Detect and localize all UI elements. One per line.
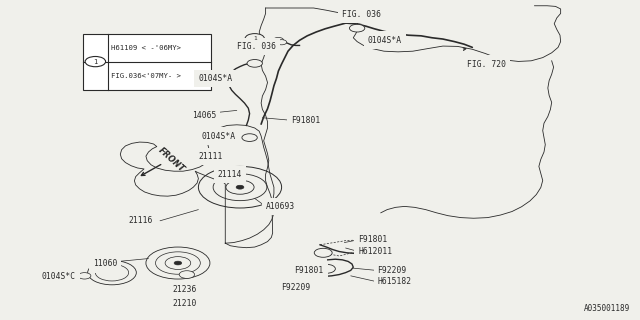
Text: FIG. 036: FIG. 036 — [237, 42, 276, 51]
Circle shape — [247, 60, 262, 67]
Circle shape — [95, 264, 129, 281]
Text: 1: 1 — [93, 59, 97, 65]
Text: 0104S*A: 0104S*A — [202, 132, 236, 140]
Circle shape — [276, 40, 287, 45]
Text: F91801: F91801 — [358, 236, 388, 244]
Circle shape — [242, 134, 257, 141]
Text: F91801: F91801 — [294, 266, 324, 275]
Text: H615182: H615182 — [378, 277, 412, 286]
Circle shape — [236, 185, 244, 189]
Text: 21114: 21114 — [218, 170, 242, 179]
Text: 0104S*A: 0104S*A — [198, 74, 232, 83]
Text: 11060: 11060 — [93, 260, 117, 268]
Text: F92209: F92209 — [282, 284, 311, 292]
Circle shape — [179, 271, 195, 278]
Text: 21210: 21210 — [173, 300, 197, 308]
Text: A10693: A10693 — [266, 202, 295, 211]
Circle shape — [317, 264, 335, 273]
Text: FIG.036<'07MY- >: FIG.036<'07MY- > — [111, 73, 180, 79]
Bar — [83, 34, 211, 90]
Text: FRONT: FRONT — [157, 146, 186, 174]
Text: F92209: F92209 — [378, 266, 407, 275]
Text: H612011: H612011 — [358, 247, 392, 256]
Text: H61109 < -'06MY>: H61109 < -'06MY> — [111, 44, 180, 51]
Circle shape — [223, 131, 238, 138]
Text: FIG. 720: FIG. 720 — [467, 60, 506, 68]
Text: 14065: 14065 — [192, 111, 216, 120]
Circle shape — [245, 34, 264, 43]
Circle shape — [267, 39, 277, 44]
Text: 21236: 21236 — [173, 285, 197, 294]
Circle shape — [314, 248, 332, 257]
Circle shape — [78, 273, 91, 279]
Circle shape — [351, 15, 366, 23]
Text: 0104S*A: 0104S*A — [368, 36, 402, 44]
Text: 0104S*C: 0104S*C — [42, 272, 76, 281]
Text: FIG. 036: FIG. 036 — [342, 10, 381, 19]
Circle shape — [349, 24, 365, 32]
Text: 1: 1 — [253, 36, 257, 41]
Circle shape — [256, 41, 271, 49]
Circle shape — [165, 257, 191, 269]
Text: F91801: F91801 — [291, 116, 321, 124]
Circle shape — [273, 37, 284, 43]
Circle shape — [85, 56, 106, 67]
Text: 21116: 21116 — [128, 216, 152, 225]
Circle shape — [174, 261, 182, 265]
Text: 21111: 21111 — [198, 152, 223, 161]
Text: A035001189: A035001189 — [584, 304, 630, 313]
